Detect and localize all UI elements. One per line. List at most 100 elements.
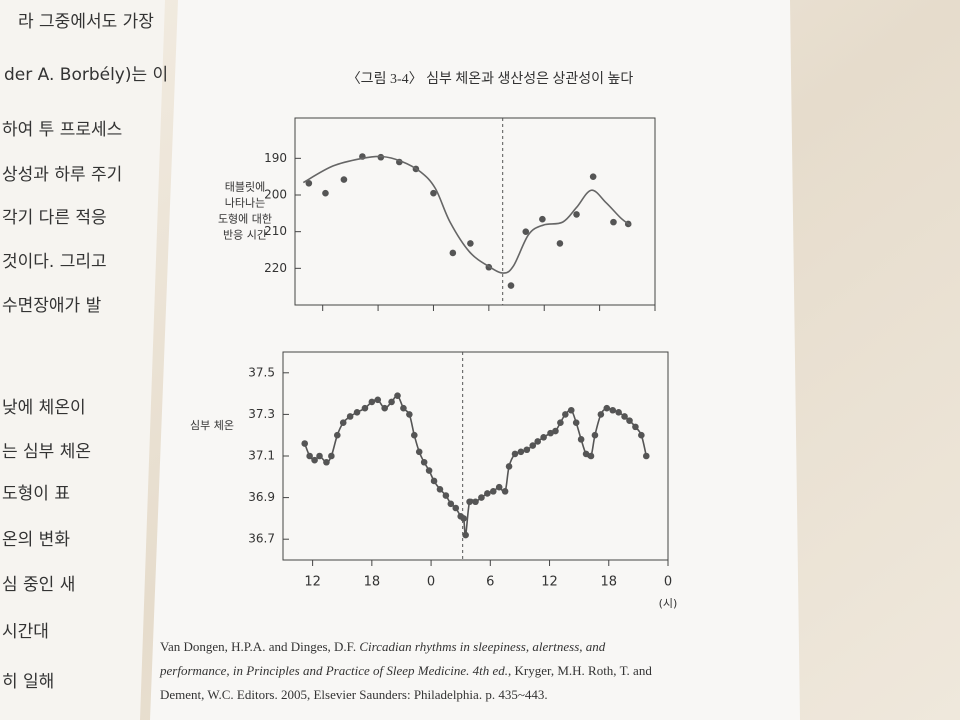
data-point [322, 189, 329, 197]
trend-line [302, 155, 631, 274]
y-axis-label: 반응 시간 [223, 229, 267, 242]
data-point [505, 463, 513, 470]
data-point [540, 433, 547, 441]
page-text-line: 심 중인 새 [2, 575, 75, 595]
y-tick-label: 190 [264, 151, 287, 165]
data-point [507, 282, 515, 289]
data-point [306, 452, 313, 460]
data-point [467, 240, 474, 247]
page-text-line: 하여 투 프로세스 [2, 120, 122, 140]
data-point [466, 498, 473, 506]
caption-line: Dement, W.C. Editors. 2005, Elsevier Sau… [160, 687, 548, 702]
data-point [301, 440, 309, 447]
data-point [557, 419, 564, 427]
caption: Van Dongen, H.P.A. and Dinges, D.F. Circ… [159, 639, 652, 702]
y-tick-label: 220 [264, 261, 287, 275]
data-point [638, 431, 645, 439]
data-point [642, 452, 650, 460]
data-point [484, 490, 491, 497]
caption-line: Van Dongen, H.P.A. and Dinges, D.F. Circ… [160, 639, 606, 654]
data-point [539, 215, 546, 223]
page-text-line: 는 심부 체온 [2, 442, 91, 462]
data-point [460, 515, 467, 522]
data-point [442, 492, 450, 499]
data-point [452, 504, 460, 512]
data-point [381, 404, 388, 412]
data-point [388, 398, 395, 406]
data-point [572, 419, 580, 427]
y-tick-label: 36.9 [248, 490, 275, 504]
y-axis-label: 심부 체온 [190, 419, 234, 432]
data-point [311, 456, 318, 464]
data-point [462, 531, 469, 539]
plot-frame [294, 117, 656, 306]
data-point [522, 228, 530, 235]
data-point [547, 429, 554, 437]
data-point [632, 423, 639, 431]
data-point [410, 431, 418, 439]
data-point [305, 179, 313, 187]
data-point [420, 458, 428, 466]
data-point [609, 406, 617, 414]
data-point [529, 442, 537, 449]
data-point [449, 249, 457, 257]
data-point [447, 500, 455, 508]
data-point [430, 189, 437, 197]
page-text-line: 상성과 하루 주기 [2, 165, 122, 185]
y-tick-label: 210 [264, 224, 287, 238]
page-text-line: 시간대 [2, 622, 49, 642]
data-point [626, 417, 633, 424]
data-point [615, 409, 622, 416]
data-point [353, 409, 361, 416]
data-point [339, 419, 347, 427]
data-point [478, 494, 485, 501]
page-text-line: 히 일해 [2, 672, 54, 692]
x-tick-label: 18 [364, 575, 381, 590]
data-point [577, 436, 585, 443]
y-axis-label: 태블릿에 [225, 181, 265, 194]
left-page-text: 라 그중에서도 가장 der A. Borbély)는 이하여 투 프로세스상성과… [2, 12, 168, 692]
caption-segment: performance, in Principles and Practice … [159, 663, 508, 678]
caption-line: performance, in Principles and Practice … [159, 663, 652, 678]
data-point [425, 467, 433, 474]
data-point [394, 392, 401, 399]
page-text-line: 낮에 체온이 [2, 398, 86, 418]
data-point [436, 485, 444, 493]
data-point [603, 404, 611, 412]
y-tick-label: 37.5 [248, 365, 275, 379]
data-point [587, 452, 595, 460]
data-point [368, 398, 376, 406]
figure-title: 〈그림 3-4〉 심부 체온과 생산성은 상관성이 높다 [347, 71, 634, 87]
data-point [589, 173, 597, 180]
data-point [430, 477, 438, 485]
data-point [346, 413, 354, 420]
data-point [534, 438, 541, 445]
data-point [556, 240, 564, 247]
page-text-line: 수면장애가 발 [2, 296, 102, 316]
data-point [400, 404, 407, 412]
caption-segment: , Kryger, M.H. Roth, T. and [508, 663, 652, 678]
y-axis-label: 나타나는 [225, 197, 265, 210]
x-tick-label: 12 [304, 575, 321, 590]
data-point [517, 448, 525, 456]
page-text-line: 라 그중에서도 가장 [18, 12, 154, 32]
y-tick-label: 37.1 [248, 449, 275, 463]
data-point [523, 446, 531, 454]
page-text-line: der A. Borbély)는 이 [4, 65, 168, 85]
data-point [582, 450, 590, 458]
data-point [489, 488, 497, 495]
y-axis-label: 도형에 대한 [218, 213, 272, 226]
caption-segment: Van Dongen, H.P.A. and Dinges, D.F. [160, 639, 359, 654]
data-point [573, 211, 580, 218]
x-tick-label: 6 [486, 575, 494, 590]
data-point [472, 498, 479, 506]
page-text-line: 것이다. 그리고 [2, 252, 107, 272]
right-page [150, 0, 800, 720]
page-text-line: 각기 다른 적응 [2, 208, 107, 228]
caption-segment: Dement, W.C. Editors. 2005, Elsevier Sau… [160, 687, 548, 702]
x-tick-label: 0 [427, 575, 435, 590]
data-point [621, 413, 628, 420]
data-point [495, 483, 503, 491]
